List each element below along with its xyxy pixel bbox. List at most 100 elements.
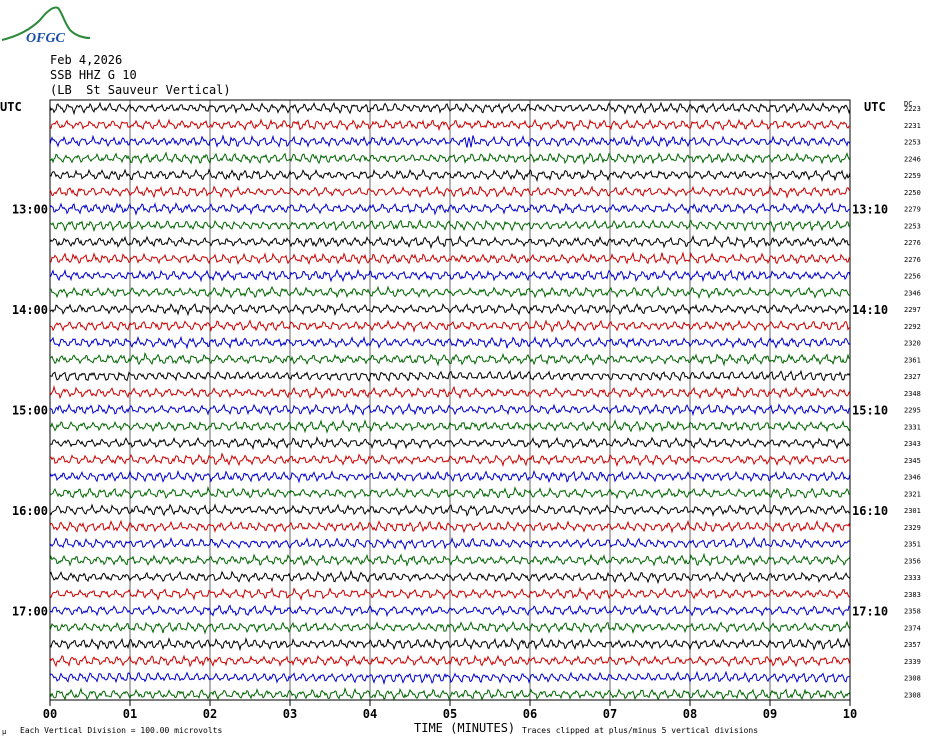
x-tick-label: 10 bbox=[843, 707, 857, 721]
right-hour-label: 13:10 bbox=[852, 203, 888, 217]
dc-offset-label: 2351 bbox=[904, 541, 921, 549]
x-tick-label: 02 bbox=[203, 707, 217, 721]
trace-line bbox=[49, 569, 851, 585]
logo-mountain-icon bbox=[1, 6, 90, 41]
dc-offset-label: 2343 bbox=[904, 440, 921, 448]
dc-label: DC bbox=[904, 100, 912, 108]
footer-mark: µ bbox=[2, 728, 7, 736]
x-tick-label: 04 bbox=[363, 707, 377, 721]
logo-text: OFGC bbox=[26, 31, 66, 46]
dc-offset-label: 2383 bbox=[904, 591, 921, 599]
dc-offset-label: 2297 bbox=[904, 306, 921, 314]
record-date: Feb 4,2026 bbox=[50, 53, 123, 67]
trace-line bbox=[49, 384, 851, 400]
ofgc-logo: OFGC bbox=[1, 6, 90, 46]
trace-line bbox=[49, 369, 851, 382]
dc-offset-label: 2301 bbox=[904, 507, 921, 515]
trace-line bbox=[49, 268, 851, 283]
trace-line bbox=[49, 620, 851, 635]
trace-line bbox=[49, 251, 851, 266]
x-tick-label: 06 bbox=[523, 707, 537, 721]
dc-offset-label: 2329 bbox=[904, 524, 921, 532]
trace-line bbox=[49, 352, 851, 367]
right-hour-label: 14:10 bbox=[852, 303, 888, 317]
left-hour-label: 15:00 bbox=[12, 404, 48, 418]
dc-offset-label: 2339 bbox=[904, 658, 921, 666]
x-tick-label: 00 bbox=[43, 707, 57, 721]
dc-offset-label: 2358 bbox=[904, 608, 921, 616]
trace-line bbox=[49, 319, 851, 334]
dc-offset-label: 2346 bbox=[904, 289, 921, 297]
dc-offset-label: 2331 bbox=[904, 423, 921, 431]
trace-line bbox=[49, 469, 851, 484]
trace-line bbox=[49, 436, 851, 451]
trace-line bbox=[49, 686, 851, 702]
trace-line bbox=[49, 536, 851, 551]
dc-offset-label: 2256 bbox=[904, 273, 921, 281]
dc-offset-label: 2320 bbox=[904, 340, 921, 348]
axis-labels: 00 01 02 03 04 05 06 07 08 09 10 2223 2231 2253 2246 22… bbox=[12, 105, 921, 721]
x-tick-label: 09 bbox=[763, 707, 777, 721]
trace-line bbox=[49, 586, 851, 601]
dc-offset-label: 2253 bbox=[904, 139, 921, 147]
trace-line bbox=[49, 184, 851, 199]
dc-offset-label: 2374 bbox=[904, 624, 921, 632]
dc-offset-label: 2295 bbox=[904, 407, 921, 415]
dc-offset-label: 2259 bbox=[904, 172, 921, 180]
dc-offset-label: 2276 bbox=[904, 239, 921, 247]
left-hour-label: 16:00 bbox=[12, 504, 48, 518]
x-tick-label: 07 bbox=[603, 707, 617, 721]
dc-offset-label: 2327 bbox=[904, 373, 921, 381]
trace-line bbox=[49, 168, 851, 183]
trace-line bbox=[49, 118, 851, 132]
trace-line bbox=[49, 519, 851, 534]
dc-offset-label: 2345 bbox=[904, 457, 921, 465]
dc-offset-label: 2253 bbox=[904, 222, 921, 230]
dc-offset-label: 2321 bbox=[904, 490, 921, 498]
trace-line bbox=[49, 218, 851, 233]
x-tick-label: 05 bbox=[443, 707, 457, 721]
left-hour-label: 13:00 bbox=[12, 203, 48, 217]
station-code: SSB HHZ G 10 bbox=[50, 68, 137, 82]
trace-line bbox=[49, 604, 851, 618]
trace-line bbox=[49, 419, 851, 434]
clip-note: Traces clipped at plus/minus 5 vertical … bbox=[522, 726, 758, 735]
scale-note: Each Vertical Division = 100.00 microvol… bbox=[20, 726, 222, 735]
dc-offset-label: 2292 bbox=[904, 323, 921, 331]
right-hour-label: 16:10 bbox=[852, 504, 888, 518]
trace-line bbox=[49, 637, 851, 652]
left-utc-label: UTC bbox=[0, 100, 22, 114]
dc-offset-label: 2348 bbox=[904, 390, 921, 398]
trace-line bbox=[49, 101, 851, 116]
left-hour-label: 17:00 bbox=[12, 605, 48, 619]
trace-line bbox=[49, 335, 851, 350]
trace-line bbox=[49, 402, 851, 417]
dc-offset-label: 2308 bbox=[904, 691, 921, 699]
seismic-traces bbox=[49, 101, 851, 702]
left-hour-label: 14:00 bbox=[12, 303, 48, 317]
dc-offset-label: 2346 bbox=[904, 474, 921, 482]
dc-offset-label: 2276 bbox=[904, 256, 921, 264]
dc-offset-label: 2308 bbox=[904, 675, 921, 683]
dc-offset-label: 2356 bbox=[904, 557, 921, 565]
dc-offset-label: 2357 bbox=[904, 641, 921, 649]
trace-line bbox=[49, 485, 851, 500]
dc-offset-label: 2223 bbox=[904, 105, 921, 113]
trace-line bbox=[49, 151, 851, 166]
x-tick-label: 03 bbox=[283, 707, 297, 721]
dc-offset-label: 2231 bbox=[904, 122, 921, 130]
trace-line bbox=[49, 452, 851, 468]
dc-offset-label: 2279 bbox=[904, 206, 921, 214]
trace-line bbox=[49, 302, 851, 317]
x-axis-title: TIME (MINUTES) bbox=[414, 721, 515, 735]
x-tick-label: 01 bbox=[123, 707, 137, 721]
trace-line bbox=[49, 503, 851, 517]
trace-line bbox=[49, 654, 851, 668]
trace-line bbox=[49, 201, 851, 216]
trace-line bbox=[49, 235, 851, 250]
trace-line bbox=[49, 552, 851, 567]
plot-grid bbox=[49, 99, 851, 706]
x-tick-label: 08 bbox=[683, 707, 697, 721]
dc-offset-label: 2333 bbox=[904, 574, 921, 582]
